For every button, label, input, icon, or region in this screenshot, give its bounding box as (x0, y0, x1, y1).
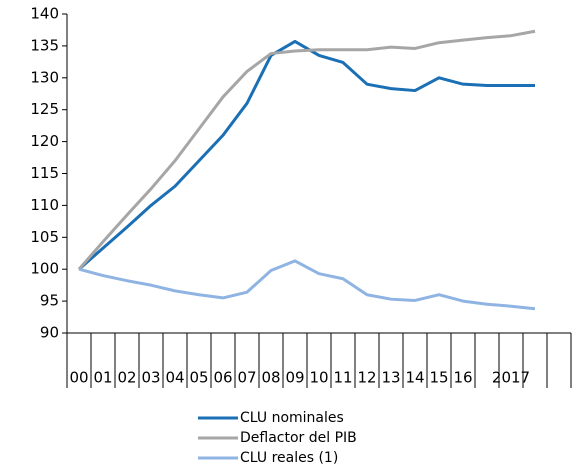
y-tick-label: 120 (30, 132, 59, 150)
x-tick-label: 06 (213, 369, 232, 387)
x-tick-label: 2017 (492, 369, 530, 387)
series-line (77, 29, 536, 271)
y-tick-label: 125 (30, 100, 59, 118)
x-tick-label: 14 (405, 369, 424, 387)
series-line (78, 39, 535, 271)
y-tick-label: 100 (30, 260, 59, 278)
x-tick-label: 11 (333, 369, 352, 387)
x-tick-label: 02 (117, 369, 136, 387)
x-tick-label: 10 (309, 369, 328, 387)
x-tick-label: 00 (69, 369, 88, 387)
y-tick-label: 140 (30, 5, 59, 23)
y-tick-label: 135 (30, 36, 59, 54)
x-tick-label: 15 (429, 369, 448, 387)
legend-label: CLU reales (1) (240, 450, 338, 466)
legend: CLU nominales Deflactor del PIB CLU reales… (198, 410, 357, 466)
x-tick-label: 08 (261, 369, 280, 387)
legend-label: Deflactor del PIB (240, 430, 357, 446)
series-line (78, 259, 536, 311)
y-tick-label: 115 (30, 164, 59, 182)
x-tick-label: 12 (357, 369, 376, 387)
x-tick-label: 01 (93, 369, 112, 387)
y-tick-label: 105 (30, 228, 59, 246)
x-tick-label: 05 (189, 369, 208, 387)
x-tick-label: 07 (237, 369, 256, 387)
legend-label: CLU nominales (240, 410, 344, 426)
x-tick-label: 16 (453, 369, 472, 387)
y-tick-label: 130 (30, 68, 59, 86)
x-tick-label: 04 (165, 369, 184, 387)
x-tick-label: 09 (285, 369, 304, 387)
x-tick-label: 03 (141, 369, 160, 387)
y-tick-label: 95 (40, 292, 59, 310)
y-tick-label: 90 (40, 324, 59, 342)
y-tick-label: 110 (30, 196, 59, 214)
x-tick-label: 13 (381, 369, 400, 387)
